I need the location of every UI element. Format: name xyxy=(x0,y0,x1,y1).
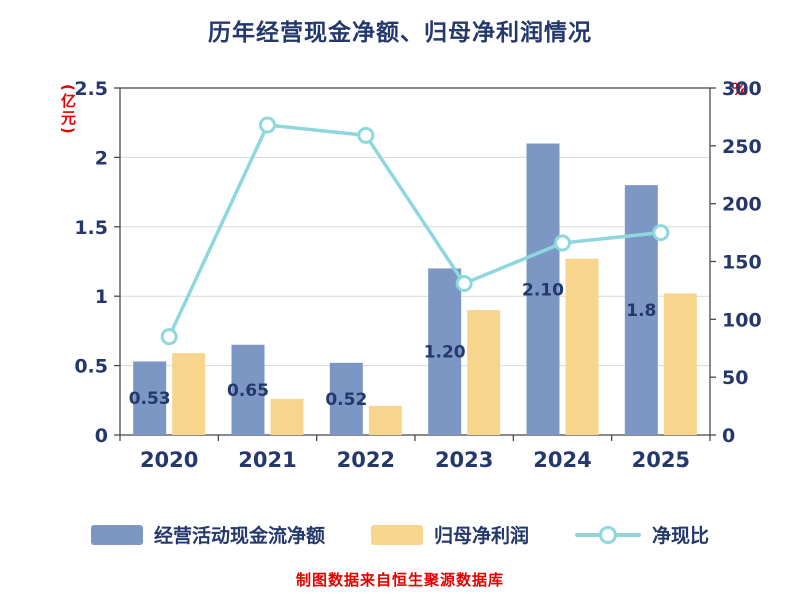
data-source-caption: 制图数据来自恒生聚源数据库 xyxy=(295,571,504,589)
legend-item-net-profit: 归母净利润 xyxy=(370,521,529,548)
cash-ratio-line xyxy=(167,123,663,339)
right-axis-tick-label: 0 xyxy=(722,425,735,447)
bar-net-profit-2020 xyxy=(172,353,206,435)
legend-label: 归母净利润 xyxy=(433,525,529,547)
cash-ratio-marker-2022 xyxy=(357,126,375,144)
bar-net-profit-2023 xyxy=(467,310,501,435)
right-axis-tick-label: 250 xyxy=(722,136,762,158)
bar-net-profit-2024 xyxy=(565,258,599,435)
bar-operating-cashflow-2021 xyxy=(231,344,265,435)
chart-legend: 经营活动现金流净额 归母净利润 净现比 xyxy=(0,521,800,548)
bar-value-label: 0.65 xyxy=(227,381,269,401)
legend-swatch-blue-bar xyxy=(90,524,143,545)
cash-ratio-marker-2024 xyxy=(554,234,571,252)
chart-title: 历年经营现金净额、归母净利润情况 xyxy=(208,20,592,46)
bar-net-profit-2022 xyxy=(368,405,402,435)
left-axis-tick-label: 1 xyxy=(95,286,108,308)
cash-ratio-marker-2020 xyxy=(160,328,178,346)
x-axis-category-label: 2025 xyxy=(632,448,690,472)
x-axis-category-label: 2020 xyxy=(140,448,198,472)
legend-item-cash-ratio: 净现比 xyxy=(575,521,709,548)
left-axis-unit-label: (亿元) xyxy=(59,84,77,136)
legend-swatch-yellow-bar xyxy=(370,524,423,545)
right-axis-tick-label: 200 xyxy=(722,194,762,216)
x-axis-category-label: 2022 xyxy=(337,448,395,472)
bar-net-profit-2025 xyxy=(663,293,697,435)
right-axis-tick-label: 50 xyxy=(722,367,748,389)
legend-circle-marker-icon xyxy=(599,525,617,544)
cash-ratio-marker-2023 xyxy=(455,274,473,292)
bar-operating-cashflow-2024 xyxy=(526,143,560,435)
bar-operating-cashflow-2025 xyxy=(624,185,658,435)
legend-item-operating-cashflow: 经营活动现金流净额 xyxy=(90,521,325,548)
bar-value-label: 2.10 xyxy=(522,280,564,300)
right-axis-tick-label: 150 xyxy=(722,252,762,274)
right-axis-tick-label: 100 xyxy=(722,309,762,331)
bar-value-label: 0.52 xyxy=(325,390,367,410)
right-axis-tick-label: 300 xyxy=(722,78,762,100)
bar-operating-cashflow-2023 xyxy=(428,268,462,435)
bar-value-label: 1.8 xyxy=(626,301,656,321)
bar-operating-cashflow-2020 xyxy=(133,361,167,435)
left-axis-tick-label: 0.5 xyxy=(74,356,108,378)
bar-value-label: 0.53 xyxy=(129,389,171,409)
left-axis-tick-label: 0 xyxy=(95,425,108,447)
left-axis-tick-label: 2.5 xyxy=(74,78,108,100)
legend-swatch-line-marker xyxy=(575,525,641,545)
bar-operating-cashflow-2022 xyxy=(329,362,363,435)
right-axis-unit-label: % xyxy=(730,80,748,100)
legend-label: 净现比 xyxy=(652,525,710,547)
bar-net-profit-2021 xyxy=(270,398,304,435)
left-axis-tick-label: 1.5 xyxy=(74,217,108,239)
x-axis-category-label: 2021 xyxy=(238,448,296,472)
x-axis-category-label: 2024 xyxy=(533,448,591,472)
x-axis-category-label: 2023 xyxy=(435,448,493,472)
cash-ratio-marker-2021 xyxy=(259,116,276,134)
bar-value-label: 1.20 xyxy=(424,343,466,363)
legend-label: 经营活动现金流净额 xyxy=(153,525,325,547)
left-axis-tick-label: 2 xyxy=(95,147,108,169)
cash-ratio-marker-2025 xyxy=(652,224,670,242)
plot-border xyxy=(119,87,711,436)
